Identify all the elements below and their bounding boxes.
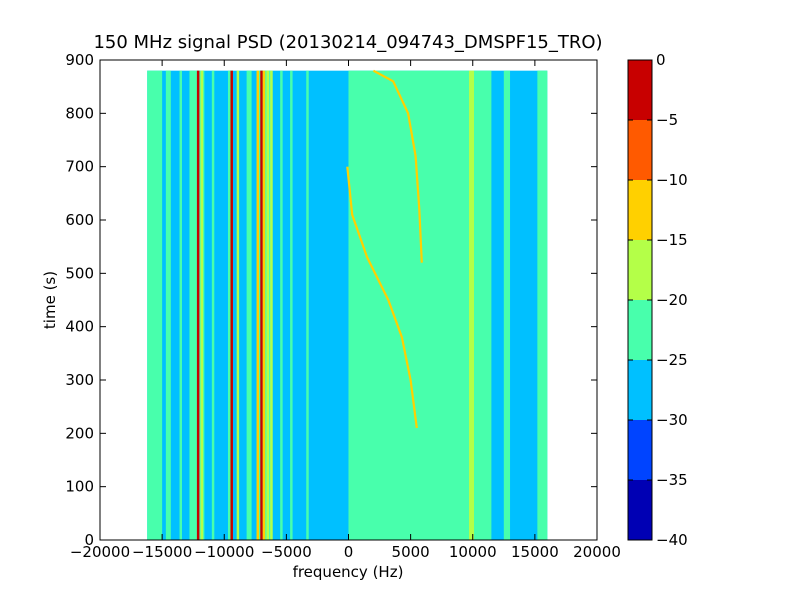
colorbar: −40 −35 −30 −25 −20 −15 −10 −5 0 <box>627 51 688 549</box>
colorbar-tick-label: −40 <box>656 531 688 549</box>
colorbar-segment <box>628 360 652 420</box>
heatmap-band-8 <box>280 70 283 541</box>
y-tick-label: 500 <box>65 264 94 282</box>
colorbar-tick-label: −30 <box>656 411 688 429</box>
y-tick-label: 300 <box>65 371 94 389</box>
chart-title: 150 MHz signal PSD (20130214_094743_DMSP… <box>93 32 602 53</box>
colorbar-tick-label: −25 <box>656 351 688 369</box>
y-tick-label: 800 <box>65 104 94 122</box>
heatmap-band-9 <box>290 70 293 541</box>
colorbar-segment <box>628 240 652 300</box>
colorbar-segment <box>628 180 652 240</box>
colorbar-ticks: −40 −35 −30 −25 −20 −15 −10 −5 0 <box>628 51 688 549</box>
x-tick-label: 0 <box>344 543 354 561</box>
x-axis: −20000 −15000 −10000 −5000 0 5000 10000 15000 20… <box>70 60 621 561</box>
heatmap-band-2 <box>179 70 183 541</box>
colorbar-segment <box>628 300 652 360</box>
heatmap-band-1 <box>165 70 171 541</box>
colorbar-segment <box>628 120 652 180</box>
x-tick-label: 10000 <box>449 543 497 561</box>
colorbar-tick-label: −10 <box>656 171 688 189</box>
y-tick-label: 200 <box>65 424 94 442</box>
x-tick-label: 5000 <box>392 543 430 561</box>
y-tick-label: 400 <box>65 318 94 336</box>
y-tick-label: 700 <box>65 158 94 176</box>
heatmap-band-4 <box>211 70 215 541</box>
x-tick-label: −20000 <box>70 543 130 561</box>
y-axis-label: time (s) <box>41 271 59 329</box>
colorbar-segment <box>628 420 652 480</box>
y-tick-label: 900 <box>65 51 94 69</box>
colorbar-tick-label: −5 <box>656 111 678 129</box>
y-tick-label: 0 <box>84 531 94 549</box>
colorbar-tick-label: −20 <box>656 291 688 309</box>
heatmap-band-14 <box>537 70 548 541</box>
x-tick-label: −10000 <box>194 543 254 561</box>
heatmap <box>147 69 548 541</box>
y-tick-label: 600 <box>65 211 94 229</box>
x-tick-label: −5000 <box>261 543 312 561</box>
colorbar-segment <box>628 60 652 120</box>
colorbar-segment <box>628 480 652 540</box>
colorbar-tick-label: −35 <box>656 471 688 489</box>
y-axis: 0 100 200 300 400 500 600 700 800 900 <box>65 51 597 549</box>
y-tick-label: 100 <box>65 478 94 496</box>
x-tick-label: 20000 <box>573 543 621 561</box>
colorbar-segments <box>628 60 652 540</box>
plot-area: −20000 −15000 −10000 −5000 0 5000 10000 15000 20… <box>65 51 621 561</box>
x-tick-label: −15000 <box>132 543 192 561</box>
heatmap-band-6 <box>246 70 252 541</box>
colorbar-tick-label: 0 <box>656 51 666 69</box>
signal-track-0 <box>372 69 423 263</box>
x-axis-label: frequency (Hz) <box>293 563 404 581</box>
heatmap-band-10 <box>306 70 309 541</box>
signal-track-1 <box>346 166 418 429</box>
colorbar-tick-label: −15 <box>656 231 688 249</box>
heatmap-band-0 <box>147 70 163 541</box>
heatmap-band-12 <box>473 70 492 541</box>
heatmap-band-13 <box>503 70 511 541</box>
heatmap-band-11 <box>348 70 470 541</box>
x-tick-label: 15000 <box>511 543 559 561</box>
